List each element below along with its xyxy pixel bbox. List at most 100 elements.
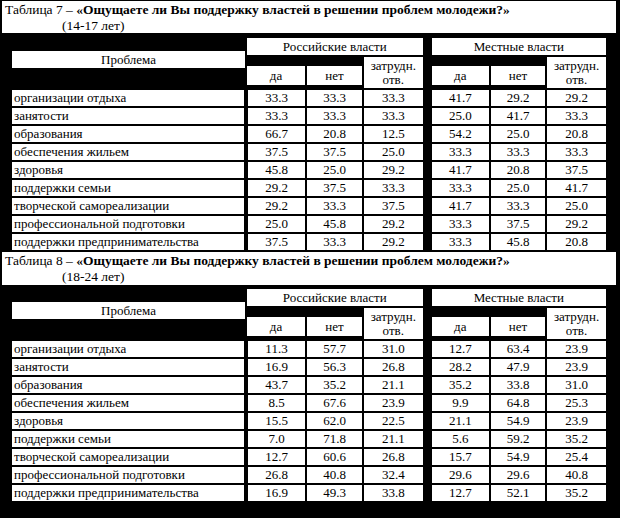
table-8-caption: Таблица 8 – «Ощущаете ли Вы поддержку вл… [2, 252, 616, 285]
row-label: образования [11, 376, 246, 394]
value-cell: 15.7 [427, 448, 490, 466]
value-cell: 33.3 [363, 179, 427, 197]
value-cell: 16.9 [246, 484, 306, 502]
value-cell: 20.8 [546, 125, 607, 143]
table-row: занятости16.956.326.828.247.923.9 [11, 358, 607, 376]
row-label: творческой самореализации [11, 197, 246, 215]
sub-header-undecided: затрудн. отв. [546, 56, 607, 89]
value-cell: 28.2 [427, 358, 490, 376]
value-cell: 54.9 [490, 448, 546, 466]
value-cell: 20.8 [490, 161, 546, 179]
value-cell: 33.3 [363, 107, 427, 125]
row-label: организации отдыха [11, 89, 246, 107]
value-cell: 21.1 [427, 412, 490, 430]
table-row: профессиональной подготовки25.045.829.23… [11, 215, 607, 233]
value-cell: 59.2 [490, 430, 546, 448]
problem-header-label: Проблема [12, 51, 245, 68]
row-label: образования [11, 125, 246, 143]
value-cell: 54.2 [427, 125, 490, 143]
value-cell: 20.8 [546, 233, 607, 251]
table-row: здоровья45.825.029.241.720.837.5 [11, 161, 607, 179]
value-cell: 7.0 [246, 430, 306, 448]
table-row: обеспечения жильем37.537.525.033.333.333… [11, 143, 607, 161]
value-cell: 62.0 [306, 412, 363, 430]
sub-header-no: нет [490, 56, 546, 89]
value-cell: 26.8 [363, 448, 427, 466]
value-cell: 21.1 [363, 376, 427, 394]
value-cell: 60.6 [306, 448, 363, 466]
value-cell: 8.5 [246, 394, 306, 412]
value-cell: 33.8 [490, 376, 546, 394]
value-cell: 33.3 [246, 107, 306, 125]
table-row: поддержки семьи29.237.533.333.325.041.7 [11, 179, 607, 197]
value-cell: 45.8 [306, 215, 363, 233]
value-cell: 31.0 [363, 340, 427, 358]
value-cell: 41.7 [427, 89, 490, 107]
table-row: организации отдыха11.357.731.012.763.423… [11, 340, 607, 358]
value-cell: 35.2 [306, 376, 363, 394]
sub-header-yes: да [427, 307, 490, 340]
value-cell: 23.9 [363, 394, 427, 412]
value-cell: 33.3 [490, 197, 546, 215]
group-header-row: Проблема Российские власти Местные власт… [11, 37, 607, 56]
value-cell: 5.6 [427, 430, 490, 448]
value-cell: 52.1 [490, 484, 546, 502]
problem-header-cell: Проблема [11, 37, 246, 89]
value-cell: 64.8 [490, 394, 546, 412]
table-8-caption-prefix: Таблица 8 – [5, 253, 76, 268]
value-cell: 22.5 [363, 412, 427, 430]
row-label: занятости [11, 107, 246, 125]
table-7-caption-line1: Таблица 7 – «Ощущаете ли Вы поддержку вл… [2, 1, 616, 18]
value-cell: 37.5 [306, 143, 363, 161]
row-label: обеспечения жильем [11, 394, 246, 412]
value-cell: 29.2 [363, 161, 427, 179]
table-row: профессиональной подготовки26.840.832.42… [11, 466, 607, 484]
table-row: творческой самореализации29.233.337.541.… [11, 197, 607, 215]
value-cell: 12.7 [427, 484, 490, 502]
group-header-local: Местные власти [427, 37, 607, 56]
sub-header-no: нет [306, 56, 363, 89]
value-cell: 40.8 [306, 466, 363, 484]
value-cell: 29.6 [490, 466, 546, 484]
row-label: здоровья [11, 412, 246, 430]
table-8-age-group: (18-24 лет) [2, 269, 616, 285]
table-8-body: организации отдыха11.357.731.012.763.423… [11, 340, 607, 502]
row-label: профессиональной подготовки [11, 215, 246, 233]
row-label: профессиональной подготовки [11, 466, 246, 484]
sub-header-undecided: затрудн. отв. [363, 307, 427, 340]
table-row: организации отдыха33.333.333.341.729.229… [11, 89, 607, 107]
value-cell: 66.7 [246, 125, 306, 143]
value-cell: 33.3 [427, 143, 490, 161]
value-cell: 25.0 [546, 197, 607, 215]
value-cell: 33.3 [306, 233, 363, 251]
value-cell: 67.6 [306, 394, 363, 412]
value-cell: 12.7 [246, 448, 306, 466]
value-cell: 23.9 [546, 340, 607, 358]
sub-header-no: нет [306, 307, 363, 340]
value-cell: 20.8 [306, 125, 363, 143]
value-cell: 25.4 [546, 448, 607, 466]
value-cell: 37.5 [246, 233, 306, 251]
value-cell: 56.3 [306, 358, 363, 376]
row-label: поддержки предпринимательства [11, 484, 246, 502]
table-row: поддержки предпринимательства16.949.333.… [11, 484, 607, 502]
row-label: поддержки семьи [11, 179, 246, 197]
value-cell: 25.0 [306, 161, 363, 179]
table-7-caption-prefix: Таблица 7 – [5, 2, 76, 17]
value-cell: 37.5 [490, 215, 546, 233]
value-cell: 33.8 [363, 484, 427, 502]
sub-header-yes: да [427, 56, 490, 89]
value-cell: 47.9 [490, 358, 546, 376]
value-cell: 49.3 [306, 484, 363, 502]
value-cell: 43.7 [246, 376, 306, 394]
value-cell: 25.0 [427, 107, 490, 125]
table-row: поддержки предпринимательства37.533.329.… [11, 233, 607, 251]
value-cell: 41.7 [490, 107, 546, 125]
value-cell: 29.2 [363, 215, 427, 233]
table-7-body: организации отдыха33.333.333.341.729.229… [11, 89, 607, 251]
value-cell: 33.3 [546, 143, 607, 161]
table-7: Проблема Российские власти Местные власт… [10, 36, 608, 252]
table-8-caption-title: «Ощущаете ли Вы поддержку властей в реше… [76, 253, 509, 268]
sub-header-undecided: затрудн. отв. [546, 307, 607, 340]
value-cell: 33.3 [306, 107, 363, 125]
